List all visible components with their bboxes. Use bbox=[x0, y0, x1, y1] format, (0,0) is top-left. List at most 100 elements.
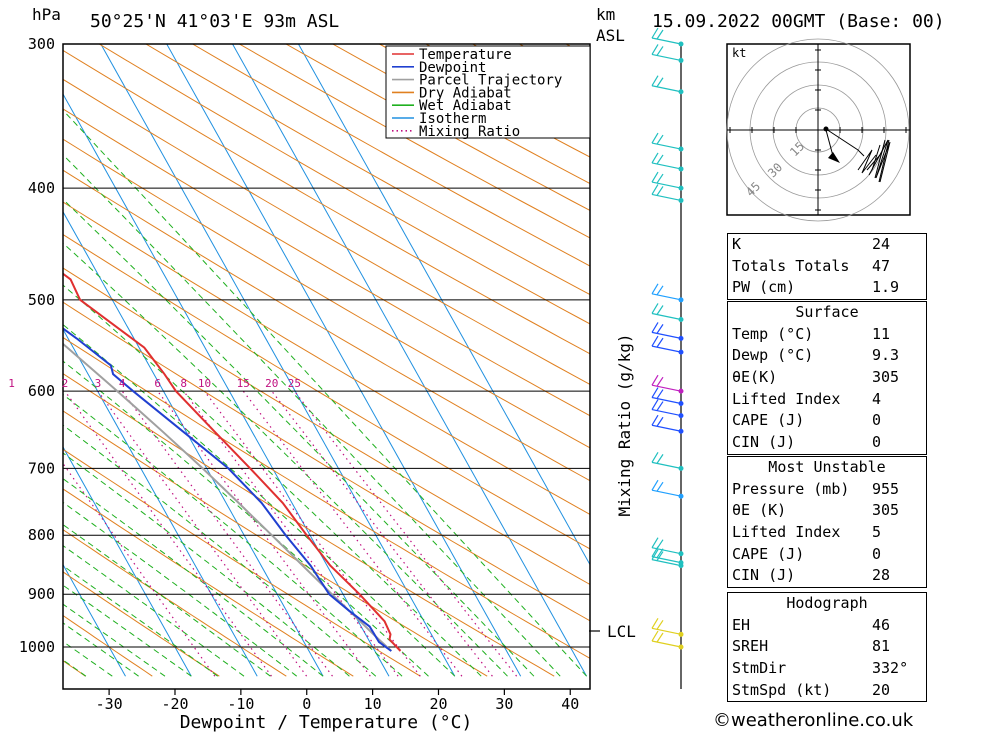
surface-li-value: 4 bbox=[872, 389, 882, 408]
mu-cin-label: CIN (J) bbox=[732, 566, 796, 585]
surface-li-label: Lifted Index bbox=[732, 389, 841, 408]
wind-barb bbox=[651, 387, 684, 407]
wind-barb-shaft bbox=[651, 461, 682, 469]
stmdir-value: 332° bbox=[872, 659, 909, 678]
series-line-temperature bbox=[63, 272, 402, 652]
wind-barb-flag bbox=[651, 387, 659, 398]
wet-adiabat-line bbox=[63, 242, 508, 677]
k-index-value: 24 bbox=[872, 235, 891, 253]
mixing-ratio-line bbox=[293, 390, 518, 677]
hodograph-params-title: Hodograph bbox=[786, 594, 868, 612]
wind-barb-dot bbox=[678, 493, 684, 499]
hodograph-barb bbox=[857, 149, 877, 174]
wind-barb-flag bbox=[656, 186, 664, 196]
wind-barb-shaft bbox=[651, 193, 682, 202]
legend-label: Dry Adiabat bbox=[419, 85, 512, 101]
surface-cape-value: 0 bbox=[872, 411, 882, 430]
surface-title: Surface bbox=[795, 303, 859, 321]
wind-barb-flag bbox=[651, 303, 659, 314]
wind-barb-dot bbox=[678, 465, 684, 471]
wind-barb-shaft bbox=[651, 162, 682, 170]
wind-barb-dot bbox=[678, 335, 684, 341]
wind-barb-shaft bbox=[651, 142, 682, 150]
wind-barb-flag bbox=[656, 376, 664, 387]
surface-dewp-label: Dewp (°C) bbox=[732, 346, 814, 365]
hodograph-trace bbox=[825, 128, 865, 157]
isotherm-line bbox=[166, 44, 522, 677]
y-tick-label: 800 bbox=[28, 526, 55, 544]
wind-barb-flag bbox=[656, 173, 664, 184]
wind-barb-flag bbox=[651, 549, 659, 560]
sreh-row: SREH 81 bbox=[728, 636, 926, 658]
wind-barb bbox=[651, 303, 684, 322]
dry-adiabat-line bbox=[63, 267, 590, 586]
wind-barb-flag bbox=[656, 416, 664, 427]
wet-adiabat-line bbox=[63, 424, 377, 677]
wind-barb-shaft bbox=[651, 312, 682, 321]
wet-adiabat-line bbox=[63, 452, 350, 677]
hodograph-barb bbox=[868, 139, 891, 183]
wet-adiabat-line bbox=[63, 198, 535, 677]
mixing-ratio-label: 25 bbox=[288, 377, 301, 390]
wind-barb-flag bbox=[651, 618, 659, 629]
isotherm-line bbox=[0, 27, 60, 676]
dry-adiabat-line bbox=[63, 49, 590, 355]
mixing-ratio-label: 8 bbox=[180, 377, 187, 390]
wet-adiabat-line bbox=[63, 524, 271, 677]
eh-value: 46 bbox=[872, 615, 891, 634]
mu-li-label: Lifted Index bbox=[732, 523, 841, 542]
stmdir-row: StmDir 332° bbox=[728, 658, 926, 680]
wind-barb bbox=[651, 27, 684, 47]
wind-barb-flag bbox=[651, 132, 659, 144]
wind-barb-shaft bbox=[651, 559, 682, 567]
wind-barb bbox=[651, 630, 684, 650]
dry-adiabat-line bbox=[63, 488, 354, 677]
eh-label: EH bbox=[732, 615, 751, 634]
surface-cin-value: 0 bbox=[872, 433, 882, 452]
surface-dewp-value: 9.3 bbox=[872, 346, 900, 365]
wind-barb-shaft bbox=[651, 489, 682, 497]
isotherm-line bbox=[63, 210, 324, 677]
mixing-ratio-label: 4 bbox=[119, 377, 126, 390]
wind-barb-dot bbox=[678, 89, 684, 95]
legend-label: Parcel Trajectory bbox=[419, 73, 562, 89]
wet-adiabat-line bbox=[63, 154, 561, 677]
series-line-parcel-trajectory bbox=[63, 342, 392, 652]
storm-motion-arrowhead bbox=[828, 152, 840, 163]
isotherm-line bbox=[63, 93, 390, 677]
location-title: 50°25'N 41°03'E 93m ASL bbox=[90, 11, 339, 32]
mixing-ratio-line bbox=[157, 390, 371, 677]
mixing-ratio-label: 10 bbox=[198, 377, 211, 390]
wind-barb bbox=[651, 399, 684, 419]
wind-barb-flag bbox=[651, 630, 659, 642]
wind-barb-shaft bbox=[651, 384, 682, 392]
wind-barb-shaft bbox=[651, 640, 682, 648]
mu-pressure-value: 955 bbox=[872, 479, 900, 498]
surface-cape-label: CAPE (J) bbox=[732, 411, 805, 430]
isotherm-line bbox=[297, 44, 590, 566]
wind-barb-dot bbox=[678, 413, 684, 419]
wet-adiabat-line bbox=[63, 109, 587, 677]
wind-barb bbox=[651, 283, 684, 303]
mixing-ratio-label: 15 bbox=[237, 377, 250, 390]
wind-barb-flag bbox=[656, 305, 664, 315]
k-index-label: K bbox=[732, 235, 742, 253]
mixing-ratio-axis-label: Mixing Ratio (g/kg) bbox=[615, 333, 634, 516]
pw-row: PW (cm) 1.9 bbox=[728, 277, 926, 299]
plot-frame bbox=[62, 43, 591, 690]
wind-barb-shaft bbox=[651, 396, 682, 405]
wind-barb bbox=[651, 132, 684, 152]
hodograph-barb bbox=[866, 154, 881, 171]
legend-label: Mixing Ratio bbox=[419, 124, 520, 140]
mixing-ratio-label: 6 bbox=[154, 377, 161, 390]
surface-cape-row: CAPE (J) 0 bbox=[728, 410, 926, 432]
wind-barb-shaft bbox=[651, 331, 682, 339]
wind-barb-dot bbox=[678, 388, 684, 394]
mixing-ratio-labels: 1 2 3 4 6 8 10 15 20 25 bbox=[8, 377, 301, 390]
wind-barb bbox=[651, 44, 684, 63]
wind-barb-dot bbox=[678, 316, 684, 322]
wind-barb-flag bbox=[651, 537, 659, 548]
mixing-ratio-label: 2 bbox=[62, 377, 69, 390]
